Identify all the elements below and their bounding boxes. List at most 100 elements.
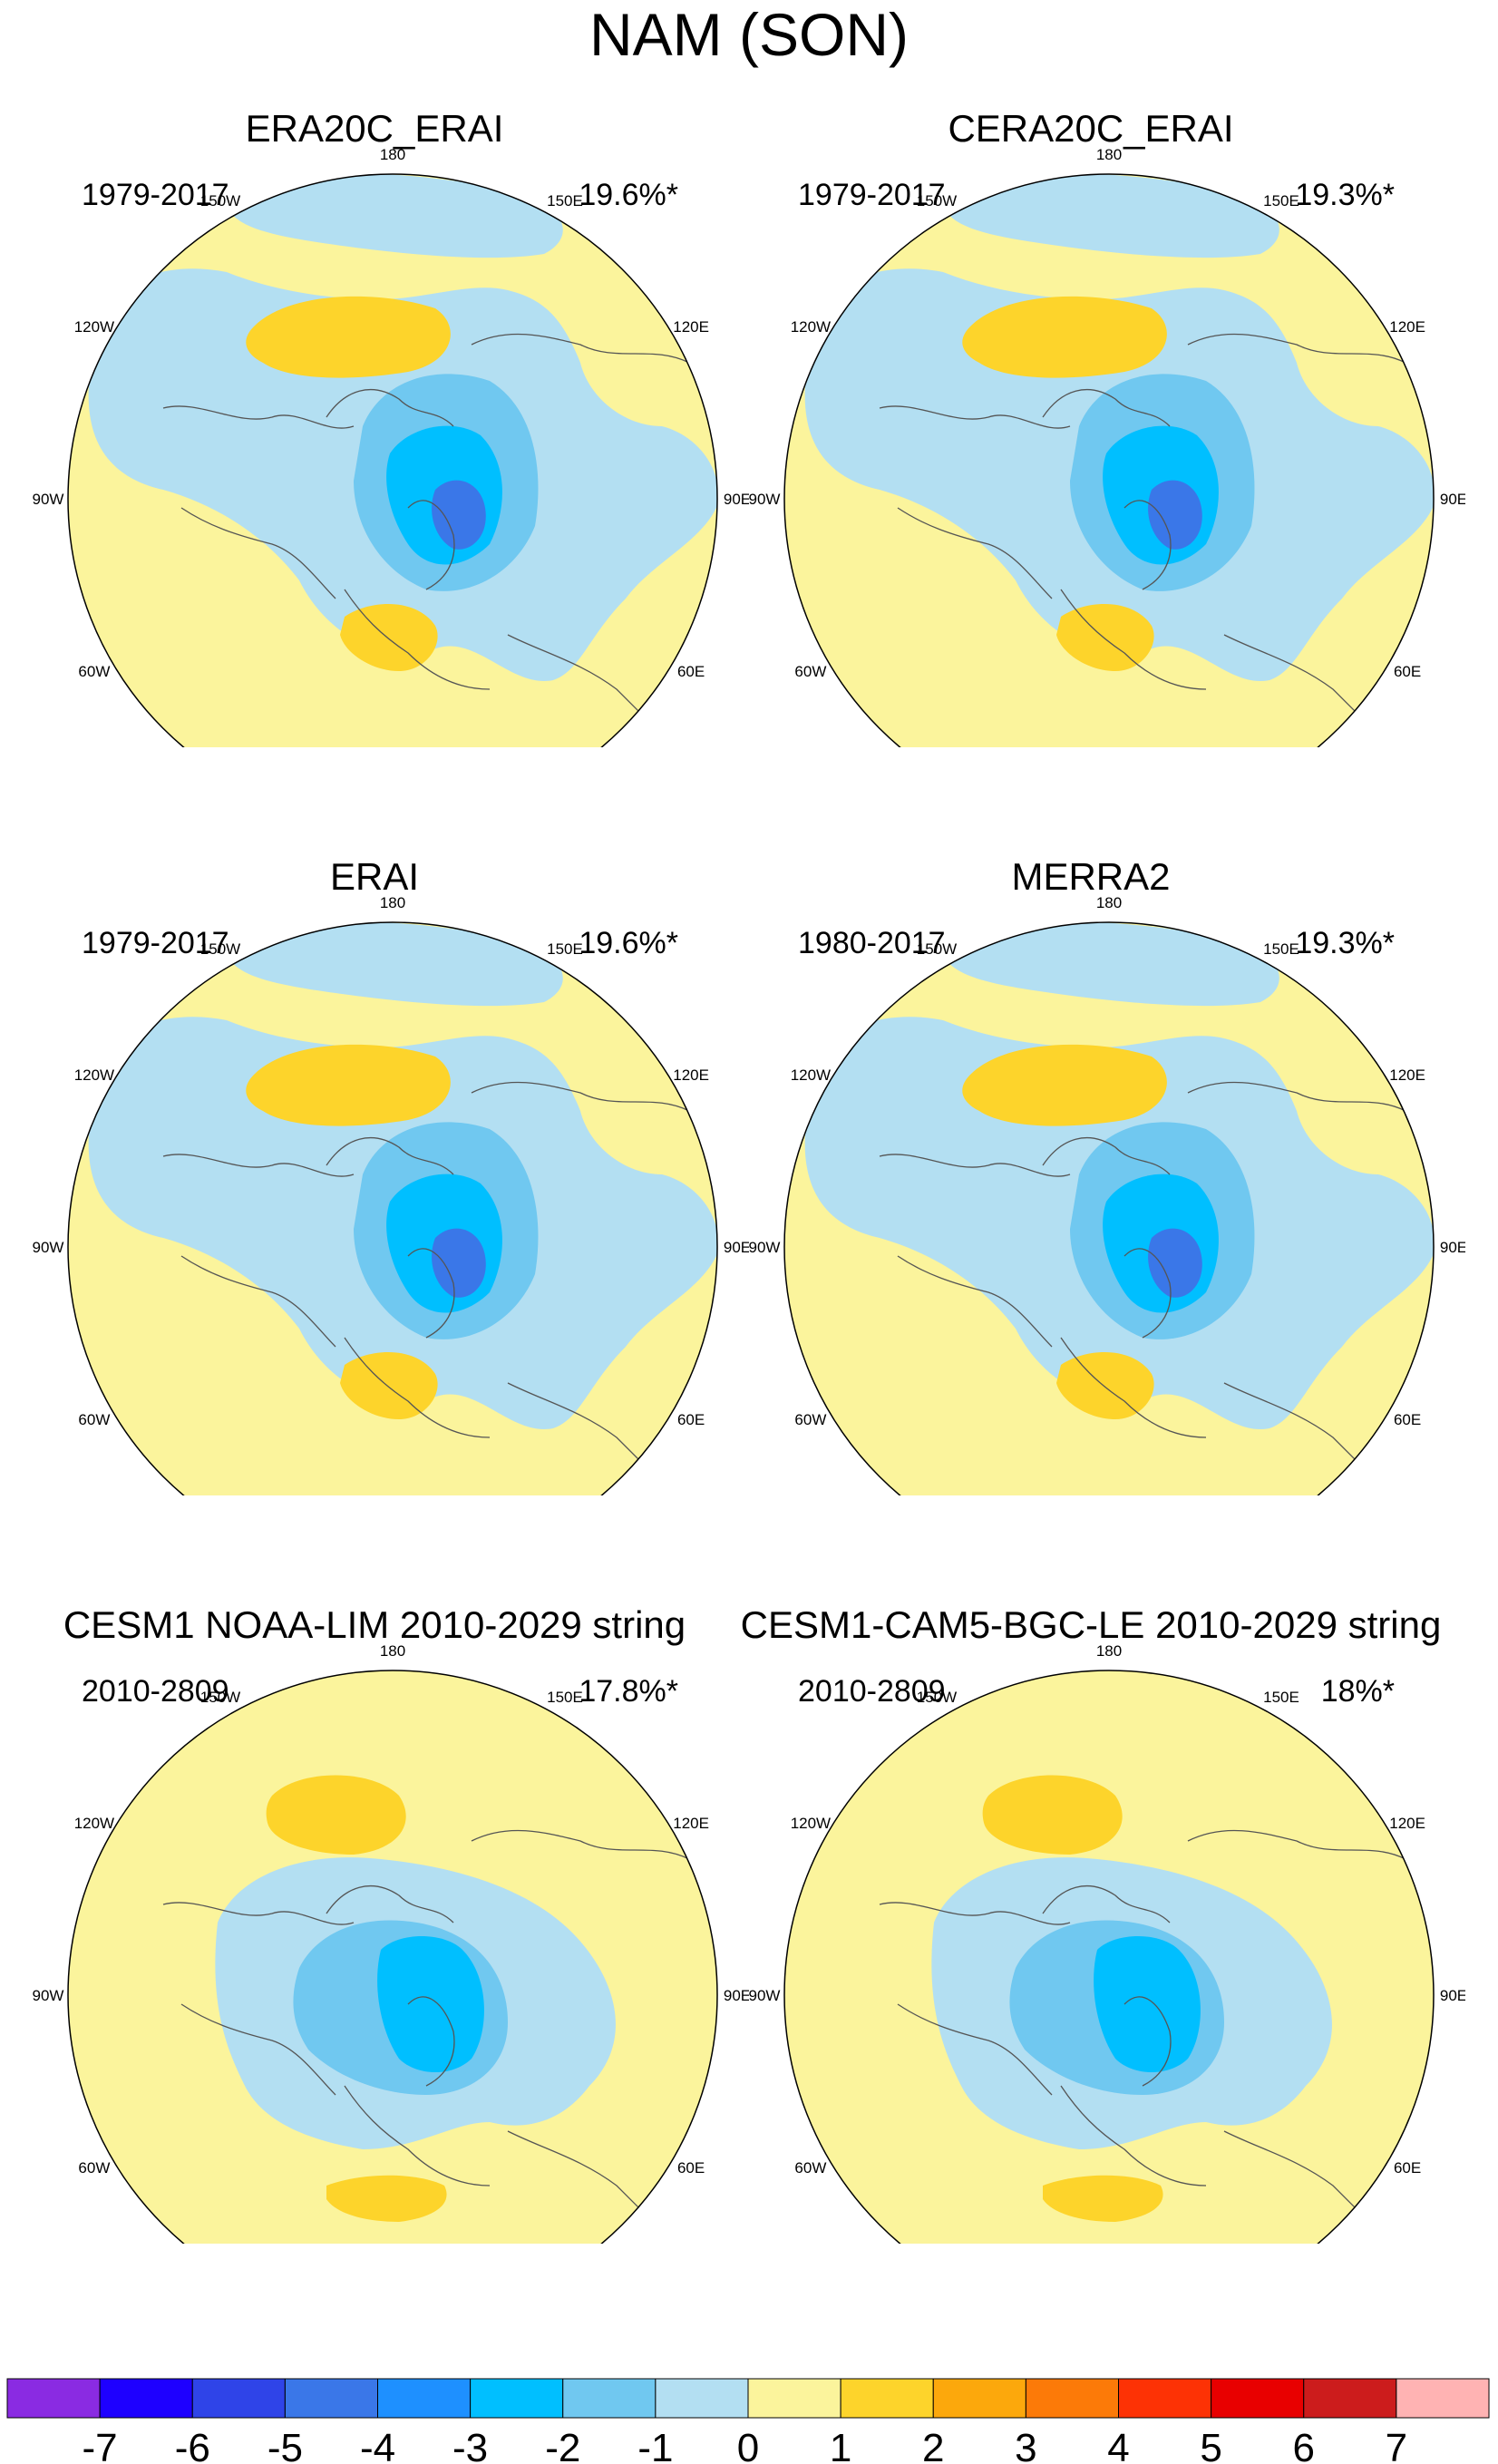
coastline bbox=[1042, 1885, 1171, 1923]
colorbar-label: 2 bbox=[922, 2426, 944, 2464]
colorbar-label: 1 bbox=[830, 2426, 851, 2464]
longitude-label: 90E bbox=[1440, 491, 1465, 508]
longitude-label: 60W bbox=[78, 663, 110, 680]
panel-title: ERAI bbox=[329, 855, 420, 898]
panel-period: 1979-2017 bbox=[82, 178, 229, 212]
colorbar-label: -3 bbox=[452, 2426, 488, 2464]
contour-pos1 bbox=[1043, 2175, 1163, 2222]
longitude-label: 60W bbox=[78, 1411, 110, 1428]
coastline bbox=[1060, 1337, 1207, 1438]
contour-pos1 bbox=[266, 1775, 406, 1855]
polar-map: 180150E120E90E60E30E030W60W90W120W150W bbox=[749, 1642, 1465, 2244]
longitude-label: 60E bbox=[1394, 663, 1421, 680]
colorbar-label: -6 bbox=[175, 2426, 210, 2464]
coastline bbox=[407, 1248, 455, 1339]
longitude-label: 150E bbox=[547, 1689, 583, 1706]
coastline bbox=[1187, 1829, 1406, 1860]
coastline bbox=[162, 1154, 355, 1177]
longitude-label: 120E bbox=[1389, 318, 1425, 336]
colorbar-swatch bbox=[1118, 2378, 1212, 2419]
coastline bbox=[1187, 333, 1406, 364]
longitude-label: 180 bbox=[1096, 1642, 1122, 1660]
coastline bbox=[344, 2085, 491, 2186]
colorbar-swatch bbox=[562, 2378, 657, 2419]
longitude-label: 180 bbox=[1096, 146, 1122, 163]
coastline bbox=[879, 1902, 1071, 1925]
contour-pos1 bbox=[246, 296, 451, 378]
longitude-label: 60E bbox=[677, 2159, 705, 2177]
map-border bbox=[783, 1670, 1435, 2244]
colorbar-swatch bbox=[1396, 2378, 1490, 2419]
panel-title: CERA20C_ERAI bbox=[948, 107, 1234, 150]
contour-neg4 bbox=[432, 1228, 486, 1298]
longitude-label: 120W bbox=[791, 1066, 831, 1084]
longitude-label: 180 bbox=[1096, 894, 1122, 911]
longitude-label: 120W bbox=[74, 1815, 114, 1832]
colorbar-swatch bbox=[1211, 2378, 1305, 2419]
map-field bbox=[68, 922, 717, 1495]
map-field bbox=[784, 922, 1434, 1495]
longitude-label: 60W bbox=[794, 1411, 826, 1428]
contour-neg4 bbox=[1148, 480, 1202, 550]
coastline bbox=[1124, 500, 1172, 590]
colorbar-swatch bbox=[191, 2378, 286, 2419]
map-field bbox=[68, 174, 717, 747]
coastline bbox=[1124, 1996, 1172, 2087]
longitude-label: 150E bbox=[547, 940, 583, 958]
panel-title: CESM1 NOAA-LIM 2010-2029 string bbox=[63, 1603, 686, 1646]
longitude-label: 180 bbox=[380, 146, 405, 163]
panel-title: MERRA2 bbox=[1011, 855, 1171, 898]
panel-percent: 17.8%* bbox=[579, 1674, 678, 1709]
longitude-label: 60W bbox=[794, 663, 826, 680]
coastline bbox=[897, 507, 1053, 599]
contour-neg3 bbox=[377, 1936, 484, 2072]
map-border bbox=[67, 1670, 718, 2244]
colorbar-swatch bbox=[470, 2378, 564, 2419]
map-panel: CERA20C_ERAI 1979-2017 19.3%* 180 150E 120E 90… bbox=[716, 0, 1465, 747]
coastline bbox=[1187, 1081, 1406, 1112]
longitude-label: 90W bbox=[749, 1239, 781, 1256]
longitude-label: 60E bbox=[677, 1411, 705, 1428]
longitude-label: 90E bbox=[724, 1239, 749, 1256]
coastline bbox=[1042, 388, 1171, 427]
longitude-label: 120E bbox=[673, 1066, 709, 1084]
colorbar-label: -2 bbox=[545, 2426, 580, 2464]
panel-title: ERA20C_ERAI bbox=[245, 107, 504, 150]
longitude-label: 150E bbox=[1263, 1689, 1299, 1706]
colorbar-label: -1 bbox=[637, 2426, 673, 2464]
contour-pos1 bbox=[962, 296, 1167, 378]
longitude-label: 90E bbox=[1440, 1239, 1465, 1256]
coastline bbox=[326, 1136, 454, 1175]
panel-percent: 19.3%* bbox=[1295, 178, 1395, 212]
coastline bbox=[471, 1081, 690, 1112]
contour-pos1 bbox=[246, 1044, 451, 1126]
coastline bbox=[879, 405, 1071, 429]
contour-neg4 bbox=[1148, 1228, 1202, 1298]
longitude-label: 90W bbox=[33, 491, 64, 508]
coastline bbox=[180, 507, 336, 599]
panel-period: 2010-2809 bbox=[798, 1674, 946, 1709]
longitude-label: 120W bbox=[74, 318, 114, 336]
panel-percent: 19.6%* bbox=[579, 926, 678, 960]
polar-map: 180150E120E90E60E30E030W60W90W120W150W bbox=[33, 894, 749, 1495]
colorbar-swatch bbox=[655, 2378, 749, 2419]
polar-map: 180150E120E90E60E30E030W60W90W120W150W bbox=[749, 146, 1465, 747]
map-panel: MERRA21980-201719.3%*180150E120E90E60E30… bbox=[716, 748, 1465, 1495]
longitude-label: 180 bbox=[380, 1642, 405, 1660]
coastline bbox=[407, 500, 455, 590]
longitude-label: 90W bbox=[749, 1987, 781, 2004]
panel-period: 1979-2017 bbox=[82, 926, 229, 960]
longitude-label: 120E bbox=[673, 1815, 709, 1832]
contour-pos1 bbox=[1056, 1352, 1154, 1419]
colorbar-label: -5 bbox=[268, 2426, 303, 2464]
longitude-label: 120W bbox=[791, 318, 831, 336]
longitude-label: 60W bbox=[794, 2159, 826, 2177]
colorbar-label: -4 bbox=[360, 2426, 395, 2464]
coastline bbox=[471, 1829, 690, 1860]
contour-pos1 bbox=[1056, 604, 1154, 671]
colorbar-swatch bbox=[840, 2378, 934, 2419]
longitude-label: 90W bbox=[33, 1239, 64, 1256]
longitude-label: 90E bbox=[724, 491, 749, 508]
polar-map: 180150E120E90E60E30E030W60W90W120W150W bbox=[749, 894, 1465, 1495]
panel-period: 1980-2017 bbox=[798, 926, 946, 960]
